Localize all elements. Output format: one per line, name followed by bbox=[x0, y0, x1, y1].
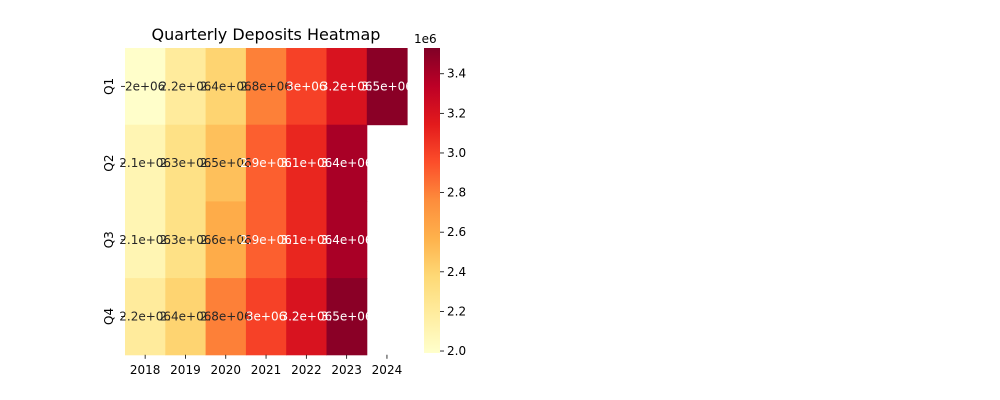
heatmap-cell bbox=[366, 48, 408, 126]
heatmap-cell bbox=[125, 48, 166, 126]
x-tick-label: 2020 bbox=[210, 363, 241, 377]
cell-annotation: 2.4e+06 bbox=[160, 309, 212, 323]
chart-title: Quarterly Deposits Heatmap bbox=[152, 25, 381, 44]
y-tick-label: Q4 bbox=[102, 308, 116, 325]
cell-annotation: 3.1e+06 bbox=[280, 156, 332, 170]
heatmap-cell bbox=[326, 278, 368, 356]
x-tick-label: 2021 bbox=[251, 363, 282, 377]
x-tick-label: 2018 bbox=[130, 363, 161, 377]
y-tick-label: Q1 bbox=[102, 78, 116, 95]
heatmap-cell bbox=[286, 124, 327, 202]
colorbar-tick-label: 3.4 bbox=[447, 67, 466, 81]
heatmap-cell bbox=[245, 124, 287, 202]
cell-annotation: 3.2e+06 bbox=[280, 309, 332, 323]
heatmap-cell bbox=[165, 278, 207, 356]
colorbar-tick-label: 2.2 bbox=[447, 304, 466, 318]
cell-annotation: 3.5e+06 bbox=[361, 79, 413, 93]
x-axis-ticks: 2018 2019 2020 2021 2022 2023 2024 bbox=[130, 354, 403, 377]
cell-annotation: 2.8e+06 bbox=[240, 79, 292, 93]
heatmap-cell bbox=[286, 201, 327, 279]
cell-annotation: 2.1e+06 bbox=[119, 156, 171, 170]
heatmap-cell bbox=[125, 201, 166, 279]
y-tick-label: Q2 bbox=[102, 155, 116, 172]
heatmap-cell bbox=[165, 48, 207, 126]
x-tick-label: 2023 bbox=[331, 363, 362, 377]
colorbar-tick-label: 2.8 bbox=[447, 186, 466, 200]
colorbar-gradient bbox=[424, 48, 440, 353]
cell-annotation: 2.2e+06 bbox=[160, 79, 212, 93]
colorbar: 2.0 2.2 2.4 2.6 2.8 3.0 3.2 3.4 1e6 bbox=[414, 32, 466, 358]
cell-annotation: 3.5e+06 bbox=[321, 309, 373, 323]
heatmap-cell bbox=[326, 48, 368, 126]
heatmap-cell bbox=[326, 124, 368, 202]
cell-annotation: 3.2e+06 bbox=[321, 79, 373, 93]
cell-annotation: 2.1e+06 bbox=[119, 233, 171, 247]
heatmap-cell bbox=[205, 124, 247, 202]
heatmap-cell-labels: 2e+062.2e+062.4e+062.8e+063e+063.2e+063.… bbox=[119, 79, 413, 323]
heatmap-cell bbox=[286, 48, 327, 126]
heatmap-cell bbox=[125, 124, 166, 202]
cell-annotation: 2e+06 bbox=[125, 79, 165, 93]
cell-annotation: 2.3e+06 bbox=[160, 156, 212, 170]
cell-annotation: 2.3e+06 bbox=[160, 233, 212, 247]
heatmap-cell bbox=[286, 278, 327, 356]
heatmap-cell bbox=[245, 278, 287, 356]
x-tick-label: 2019 bbox=[170, 363, 201, 377]
heatmap-cell bbox=[326, 201, 368, 279]
cell-annotation: 2.4e+06 bbox=[200, 79, 252, 93]
cell-annotation: 2.6e+06 bbox=[200, 233, 252, 247]
x-tick-label: 2024 bbox=[372, 363, 403, 377]
x-tick-label: 2022 bbox=[291, 363, 322, 377]
heatmap-cell bbox=[205, 201, 247, 279]
cell-annotation: 2.9e+06 bbox=[240, 156, 292, 170]
y-tick-label: Q3 bbox=[102, 231, 116, 248]
heatmap-cell bbox=[205, 278, 247, 356]
heatmap-cells bbox=[125, 48, 408, 356]
heatmap-cell bbox=[245, 201, 287, 279]
colorbar-tick-label: 3.2 bbox=[447, 106, 466, 120]
heatmap-cell bbox=[245, 48, 287, 126]
cell-annotation: 3.4e+06 bbox=[321, 156, 373, 170]
colorbar-tick-label: 2.4 bbox=[447, 265, 466, 279]
heatmap-cell bbox=[165, 201, 207, 279]
cell-annotation: 2.2e+06 bbox=[119, 309, 171, 323]
heatmap-cell bbox=[165, 124, 207, 202]
cell-annotation: 2.5e+06 bbox=[200, 156, 252, 170]
cell-annotation: 2.8e+06 bbox=[200, 309, 252, 323]
colorbar-tick-label: 3.0 bbox=[447, 146, 466, 160]
cell-annotation: 3e+06 bbox=[246, 309, 286, 323]
colorbar-offset-label: 1e6 bbox=[414, 32, 437, 46]
cell-annotation: 3e+06 bbox=[286, 79, 326, 93]
cell-annotation: 2.9e+06 bbox=[240, 233, 292, 247]
cell-annotation: 3.1e+06 bbox=[280, 233, 332, 247]
colorbar-tick-label: 2.0 bbox=[447, 344, 466, 358]
colorbar-ticks: 2.0 2.2 2.4 2.6 2.8 3.0 3.2 3.4 bbox=[440, 67, 466, 358]
colorbar-tick-label: 2.6 bbox=[447, 225, 466, 239]
y-axis-ticks: Q1 Q2 Q3 Q4 bbox=[102, 78, 125, 325]
heatmap-cell bbox=[125, 278, 166, 356]
cell-annotation: 3.4e+06 bbox=[321, 233, 373, 247]
heatmap-cell bbox=[205, 48, 247, 126]
